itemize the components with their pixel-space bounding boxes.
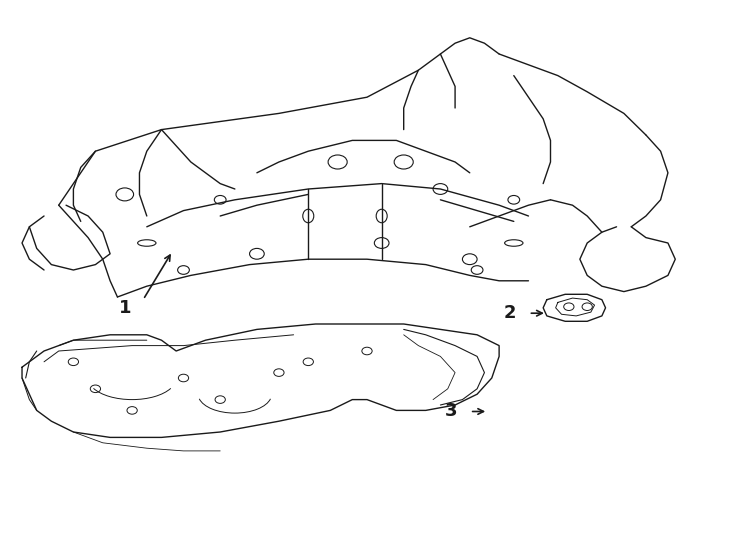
Text: 1: 1 [118,299,131,317]
Text: 3: 3 [445,402,458,421]
Text: 2: 2 [504,304,517,322]
